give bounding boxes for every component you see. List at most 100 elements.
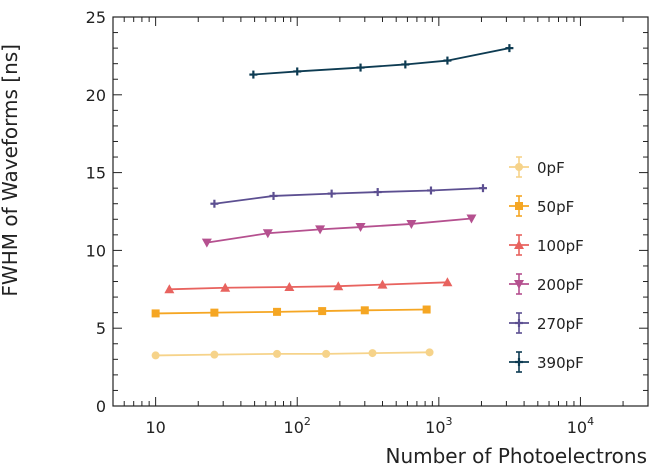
data-point-0pF-shape — [210, 350, 219, 359]
y-tick-label: 5 — [96, 319, 106, 338]
legend-label: 100pF — [537, 237, 584, 255]
series-50pF — [151, 305, 431, 318]
data-point-0pF — [273, 349, 282, 358]
data-point-50pF — [151, 309, 160, 318]
data-point-100pF-shape — [284, 281, 295, 291]
series-0pF — [151, 348, 434, 360]
data-point-200pF — [315, 225, 326, 235]
series-line-50pF — [155, 308, 427, 315]
legend-item-200pF: 200pF — [509, 273, 584, 295]
data-point-200pF-shape — [406, 219, 417, 229]
legend-marker-shape — [515, 202, 523, 210]
data-point-0pF-shape — [368, 349, 377, 358]
data-point-0pF-shape — [151, 351, 160, 360]
data-point-200pF-shape — [355, 223, 366, 233]
data-point-100pF — [442, 277, 453, 287]
data-point-390pF — [249, 70, 258, 79]
legend-marker — [515, 358, 523, 366]
legend-item-0pF: 0pF — [509, 156, 565, 178]
legend-marker-shape — [515, 163, 523, 171]
series-line-0pF — [155, 351, 430, 357]
data-point-100pF — [220, 282, 231, 292]
data-point-200pF-shape — [315, 225, 326, 235]
legend-item-390pF: 390pF — [509, 351, 584, 373]
series-100pF — [164, 277, 453, 294]
y-tick-label: 20 — [86, 86, 106, 105]
data-point-200pF-shape — [466, 214, 477, 224]
x-tick-label: 104 — [567, 415, 594, 437]
y-axis-title: FWHM of Waveforms [ns] — [0, 44, 22, 297]
data-point-0pF — [322, 349, 331, 358]
x-tick-label: 102 — [284, 415, 311, 437]
data-point-270pF — [327, 189, 336, 198]
data-point-50pF-shape — [210, 308, 219, 317]
legend-marker — [515, 319, 523, 327]
data-point-50pF-shape — [422, 305, 431, 314]
data-point-200pF — [201, 238, 212, 248]
legend-marker-shape — [514, 240, 524, 249]
data-point-50pF — [360, 306, 369, 315]
data-point-200pF-shape — [201, 238, 212, 248]
data-point-270pF — [210, 199, 219, 208]
data-point-50pF-shape — [318, 307, 327, 316]
data-point-270pF — [269, 191, 278, 200]
series-390pF — [249, 44, 514, 79]
legend-label: 270pF — [537, 315, 584, 333]
data-point-390pF — [443, 56, 452, 65]
data-point-50pF — [422, 305, 431, 314]
data-point-0pF — [210, 350, 219, 359]
data-point-100pF-shape — [333, 281, 344, 291]
legend-item-50pF: 50pF — [509, 195, 574, 217]
x-tick-label: 103 — [425, 415, 452, 437]
data-point-0pF-shape — [425, 348, 434, 357]
series-270pF — [210, 184, 487, 208]
data-point-100pF-shape — [164, 284, 175, 294]
data-point-50pF-shape — [360, 306, 369, 315]
data-point-390pF — [293, 67, 302, 76]
data-point-50pF — [318, 307, 327, 316]
data-point-270pF — [426, 186, 435, 195]
data-point-270pF — [478, 184, 487, 193]
data-point-100pF-shape — [377, 279, 388, 289]
data-point-0pF — [368, 349, 377, 358]
series-line-390pF — [253, 47, 510, 76]
data-point-200pF — [466, 214, 477, 224]
data-point-50pF — [210, 308, 219, 317]
series-line-200pF — [206, 217, 472, 244]
series-line-270pF — [214, 187, 484, 205]
legend-label: 200pF — [537, 276, 584, 294]
y-tick-label: 15 — [86, 164, 106, 183]
legend-label: 50pF — [537, 198, 574, 216]
data-point-100pF — [333, 281, 344, 291]
data-point-390pF — [356, 63, 365, 72]
data-point-0pF-shape — [273, 349, 282, 358]
series-200pF — [201, 214, 477, 248]
data-point-50pF-shape — [273, 307, 282, 316]
legend-marker — [514, 280, 524, 289]
legend-marker — [514, 240, 524, 249]
y-tick-label: 10 — [86, 241, 106, 260]
data-point-200pF-shape — [262, 229, 273, 239]
plot-frame — [112, 16, 649, 407]
data-point-0pF-shape — [322, 349, 331, 358]
data-point-390pF — [401, 60, 410, 69]
data-point-200pF — [262, 229, 273, 239]
y-tick-label: 0 — [96, 397, 106, 416]
series-line-100pF — [169, 281, 448, 291]
legend-marker-shape — [514, 280, 524, 289]
data-point-270pF — [373, 188, 382, 197]
legend-item-270pF: 270pF — [509, 312, 584, 334]
legend-marker — [515, 163, 523, 171]
data-point-200pF — [355, 223, 366, 233]
y-tick-label: 25 — [86, 8, 106, 27]
legend-marker — [515, 202, 523, 210]
legend-item-100pF: 100pF — [509, 234, 584, 256]
data-point-0pF — [425, 348, 434, 357]
x-axis-title: Number of Photoelectrons — [385, 444, 647, 467]
legend-label: 0pF — [537, 159, 565, 177]
data-point-50pF — [273, 307, 282, 316]
data-point-100pF — [284, 281, 295, 291]
x-tick-label: 10 — [145, 418, 165, 437]
data-point-0pF — [151, 351, 160, 360]
